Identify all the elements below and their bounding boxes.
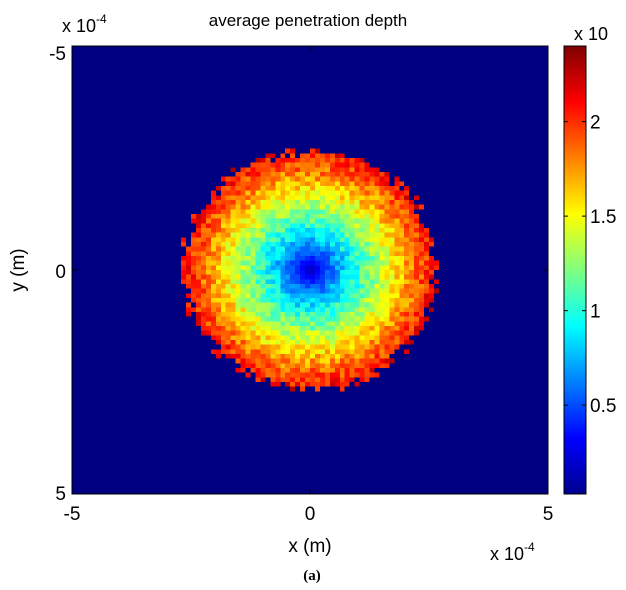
figure-caption: (a)	[303, 568, 321, 584]
y-tick-label: 0	[55, 262, 66, 283]
heatmap-cells	[72, 46, 548, 494]
x-axis-multiplier: x 10-4	[490, 540, 535, 564]
y-tick-label: 5	[55, 484, 66, 505]
colorbar-gradient	[563, 45, 587, 495]
heatmap-plot-area	[71, 45, 549, 495]
colorbar-tick-label: 1	[590, 302, 601, 323]
y-tick-label: -5	[49, 44, 66, 65]
x-tick-label: 5	[543, 504, 554, 525]
y-axis-label: y (m)	[8, 248, 29, 291]
x-axis-label: x (m)	[288, 536, 331, 557]
chart-title: average penetration depth	[209, 11, 408, 30]
y-axis-multiplier: x 10-4	[62, 12, 107, 36]
colorbar-multiplier: x 10	[574, 24, 608, 44]
x-tick-label: -5	[64, 504, 81, 525]
colorbar-tick-label: 2	[590, 113, 601, 134]
colorbar-tick-label: 1.5	[590, 207, 616, 228]
colorbar: 0.5 1 1.5 2	[563, 45, 616, 495]
x-tick-label: 0	[305, 504, 316, 525]
colorbar-tick-label: 0.5	[590, 396, 616, 417]
